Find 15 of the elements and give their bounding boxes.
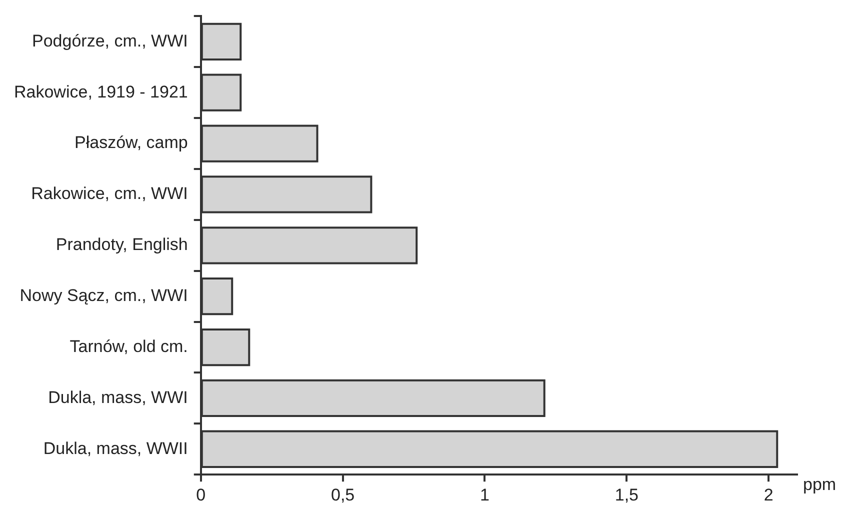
y-tick-label: Dukla, mass, WWI [48, 388, 188, 407]
x-tick-label: 2 [764, 485, 774, 504]
y-tick-label: Płaszów, camp [74, 133, 188, 152]
x-tick-label: 0 [196, 485, 206, 504]
y-tick-label: Prandoty, English [56, 235, 188, 254]
x-axis-title: ppm [803, 474, 836, 494]
y-tick-label: Tarnów, old cm. [70, 336, 188, 356]
y-tick-label: Podgórze, cm., WWI [32, 31, 188, 50]
y-tick-label: Rakowice, 1919 - 1921 [14, 82, 188, 102]
y-tick-label: Rakowice, cm., WWI [31, 184, 188, 204]
x-tick-label: 1 [480, 485, 490, 504]
y-tick-label: Dukla, mass, WWII [43, 438, 188, 458]
x-tick-label: 0,5 [330, 485, 355, 504]
x-tick-label: 1,5 [614, 485, 638, 504]
y-tick-label: Nowy Sącz, cm., WWI [20, 286, 188, 306]
